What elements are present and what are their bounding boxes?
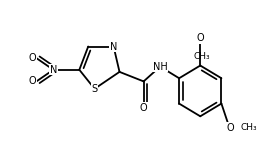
Text: O: O — [197, 33, 204, 43]
Text: N: N — [110, 42, 117, 52]
Text: O: O — [29, 76, 37, 86]
Text: CH₃: CH₃ — [193, 52, 210, 61]
Text: CH₃: CH₃ — [240, 123, 257, 132]
Text: NH: NH — [153, 62, 168, 72]
Text: O: O — [226, 123, 234, 133]
Text: O: O — [29, 53, 37, 63]
Text: S: S — [91, 84, 98, 94]
Text: O: O — [140, 103, 147, 113]
Text: N: N — [50, 65, 57, 75]
